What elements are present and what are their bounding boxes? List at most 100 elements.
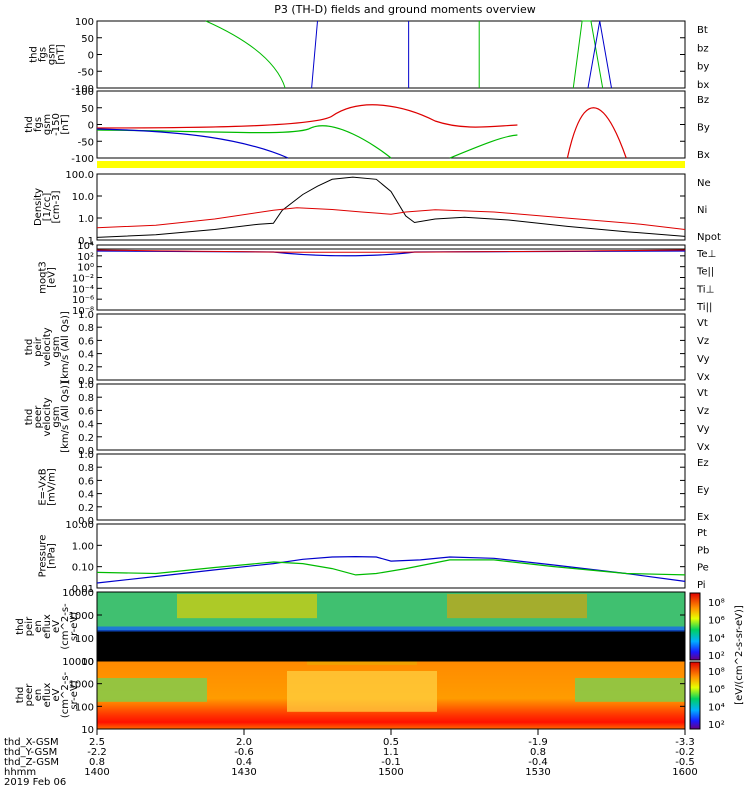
y-axis-label: eV [51,620,62,633]
legend-ti: Ti⊥ [696,284,714,295]
legend-ti: Ti|| [696,302,712,313]
colorbar-2 [689,661,701,730]
peir-spectrogram-hot-right [447,594,587,619]
legend-bx: bx [697,80,709,91]
legend-vt: Vt [697,388,708,399]
y-tick-label: 100 [75,87,94,98]
temp-te-perp-line [96,249,686,253]
y-axis-label: [1/cc] [42,193,53,222]
y-tick-label: 1000 [69,611,94,622]
y-tick-label: 1.0 [78,380,94,391]
y-tick-label: 0.4 [78,490,94,501]
x-row-value: 0.4 [236,757,252,768]
y-axis-label: [eV] [47,267,58,288]
y-axis-label: sr-eV) [69,612,80,641]
y-axis-label: gsm [42,114,53,135]
x-row-label: thd_X-GSM [4,737,59,748]
y-axis-label: Pressure [38,535,49,578]
y-tick-label: -50 [78,137,94,148]
y-tick-label: 10⁰ [77,263,94,274]
legend-ni: Ni [697,205,707,216]
y-axis-label: Density [33,188,44,226]
y-axis-label: thd [24,339,35,356]
panel-frame [96,523,686,589]
y-axis-label: [nT] [56,44,67,64]
colorbar-tick: 10⁶ [708,616,725,627]
legend-ey: Ey [697,485,709,496]
y-axis-label: [km/s (All Qs)] [60,311,71,383]
fgs-bx-spike [587,20,612,89]
y-tick-label: 0.0 [78,376,94,387]
y-axis-label: en [33,620,44,633]
y-axis-label: [mV/m] [47,468,58,506]
y-axis-label: eV [51,688,62,701]
legend-pb: Pb [697,545,709,556]
y-axis-label: gsm [47,44,58,65]
y-axis-label: en [33,689,44,702]
panel-frame [96,383,686,451]
y-tick-label: -100 [71,84,94,95]
x-row-value: 0.8 [89,757,105,768]
y-tick-label: -50 [78,67,94,78]
y-tick-label: 10 [81,657,94,668]
legend-pi: Pi [697,580,706,591]
x-row-value: 1400 [84,767,109,778]
mode-indicator-bar [97,161,685,168]
x-row-value: -1.9 [528,737,548,748]
legend-npot: Npot [697,232,721,243]
peer-spectrogram-left-cool [97,678,207,702]
y-axis-label: (cm^2-s- [60,671,71,718]
y-tick-label: -100 [71,154,94,165]
y-axis-label: fgs [33,117,44,132]
legend-vz: Vz [697,406,709,417]
y-axis-label: gsm [51,336,62,357]
y-tick-label: 10.00 [65,520,94,531]
legend-bz: bz [697,43,709,54]
y-tick-label: 100 [75,634,94,645]
y-tick-label: 0.4 [78,420,94,431]
y-tick-label: 10⁻⁸ [72,306,94,317]
y-axis-label: (cm^2-s- [60,603,71,650]
chart-title: P3 (TH-D) fields and ground moments over… [274,3,536,16]
date-label: 2019 Feb 06 [4,777,66,788]
x-row-value: 1500 [378,767,403,778]
colorbar-tick: 10⁸ [708,598,725,609]
panel-frame [96,173,686,241]
legend-by: by [697,62,709,73]
x-row-value: -0.4 [528,757,548,768]
y-axis-label: fgs [38,47,49,62]
colorbar-tick: 10² [708,720,725,731]
y-axis-label: velocity [42,397,53,436]
y-tick-label: 10000 [62,657,94,668]
y-tick-label: 10000 [62,588,94,599]
legend-bx: Bx [697,150,710,161]
legend-vz: Vz [697,336,709,347]
x-row-value: -0.1 [381,757,401,768]
pressure-pe-line [96,559,686,576]
legend-te: Te|| [696,267,714,278]
colorbar-tick: 10⁸ [708,667,725,678]
legend-te: Te⊥ [696,249,716,260]
fgs-bz-arc [566,107,627,159]
panel-p10: 10000 1000 100 10 thdpeerenefluxeV(cm^2-s-sr… [15,657,686,736]
y-axis-label: moqt3 [38,261,49,294]
peer-spectrogram-top-strip [307,661,417,665]
y-axis-label: thd [24,116,35,133]
y-tick-label: 0.8 [78,463,94,474]
y-axis-label: peir [33,336,44,356]
x-row-value: 1430 [231,767,256,778]
x-row-value: 1.1 [383,747,399,758]
legend-bt: Bt [697,25,708,36]
pressure-pi-line [96,555,686,584]
colorbar-tick: 10⁴ [708,702,725,713]
peer-spectrogram-right-cool [575,678,685,702]
panel-frame [96,453,686,521]
legend-vx: Vx [697,442,710,453]
y-tick-label: 0 [88,51,94,62]
y-tick-label: 0.6 [78,336,94,347]
legend-vy: Vy [697,354,710,365]
y-axis-label: eflux [42,614,53,639]
legend-pe: Pe [697,563,709,574]
y-tick-label: 1000 [69,680,94,691]
temp-ti-line [96,250,686,257]
